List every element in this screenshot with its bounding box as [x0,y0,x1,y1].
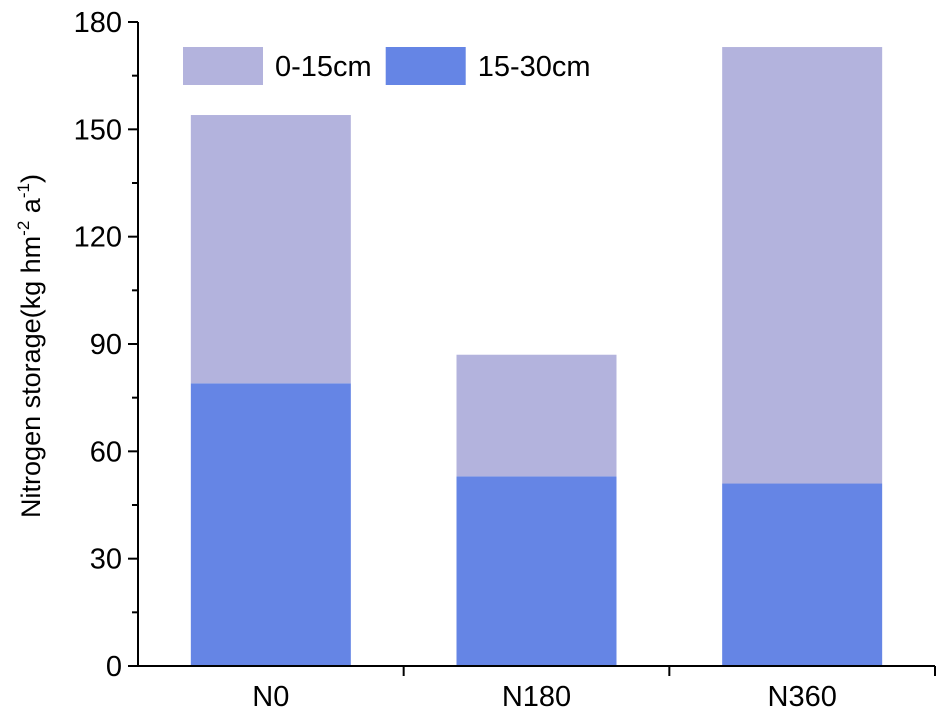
y-axis-label-main: Nitrogen storage(kg hm [16,236,46,518]
y-tick-label-150: 150 [74,114,122,146]
y-tick-label-90: 90 [90,329,122,361]
legend: 0-15cm 15-30cm [183,47,591,85]
y-tick-label-60: 60 [90,436,122,468]
y-tick-label-0: 0 [106,651,122,683]
y-axis-label-exp1: -2 [14,221,33,236]
y-axis-label-exp2: -1 [14,183,33,198]
axes-layer: 0 30 60 90 120 150 180 N0 N180 N360 [74,7,936,713]
bar-n0-15-30cm [190,383,351,666]
y-axis-label: Nitrogen storage(kg hm-2 a-1) [14,174,46,518]
y-axis-label-mid: a [16,197,46,221]
bar-n360-0-15cm [722,47,883,484]
legend-label-15-30cm: 15-30cm [478,51,591,83]
bar-n180-0-15cm [456,354,617,477]
x-tick-label-n180: N180 [502,681,571,713]
bar-n360-15-30cm [722,483,883,666]
x-tick-label-n360: N360 [768,681,837,713]
legend-swatch-0-15cm [183,47,263,85]
legend-label-0-15cm: 0-15cm [275,51,372,83]
legend-swatch-15-30cm [385,47,466,85]
y-tick-label-30: 30 [90,544,122,576]
y-tick-label-120: 120 [74,222,122,254]
bars-layer [190,47,883,666]
y-tick-label-180: 180 [74,7,122,39]
bar-n180-15-30cm [456,476,617,666]
x-tick-label-n0: N0 [252,681,289,713]
y-axis-label-end: ) [16,174,46,183]
bar-n0-0-15cm [190,115,351,384]
